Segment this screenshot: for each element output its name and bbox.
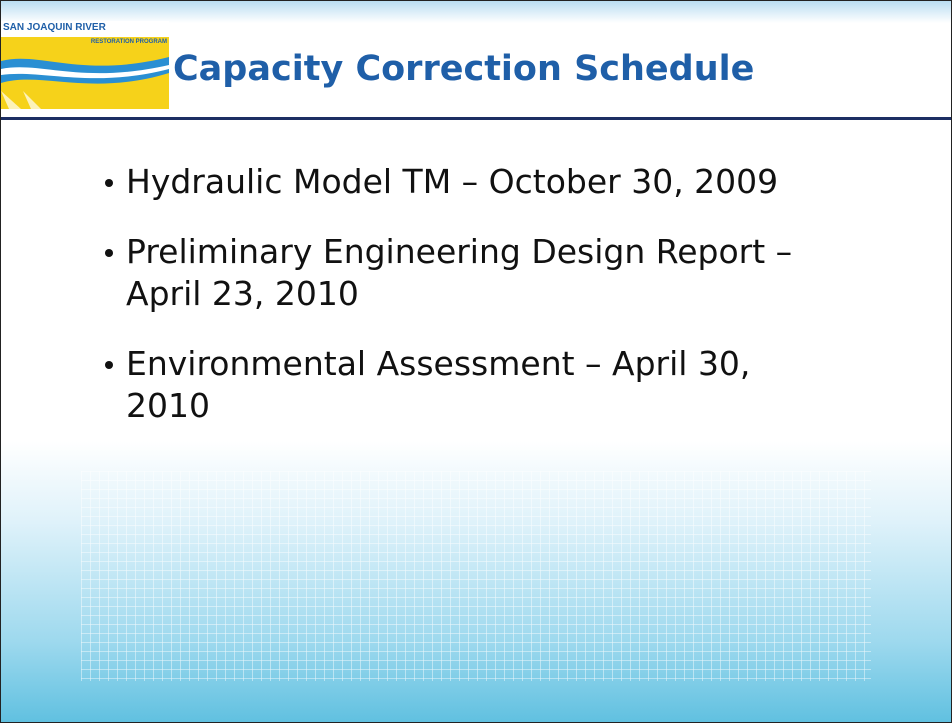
logo-name: SAN JOAQUIN RIVER <box>3 22 107 33</box>
bullet-item: Environmental Assessment – April 30, 201… <box>126 343 838 427</box>
bullet-text: Environmental Assessment – April 30, 201… <box>126 344 750 425</box>
bullet-item: Hydraulic Model TM – October 30, 2009 <box>126 161 838 203</box>
slide: SAN JOAQUIN RIVER RESTORATION PROGRAM Ca… <box>0 0 952 723</box>
bullet-list: Hydraulic Model TM – October 30, 2009 Pre… <box>126 161 838 455</box>
bullet-dot <box>105 249 113 257</box>
bullet-dot <box>105 179 113 187</box>
bullet-text: Preliminary Engineering Design Report – … <box>126 232 792 313</box>
title-rule <box>1 117 951 120</box>
bullet-dot <box>105 361 113 369</box>
logo: SAN JOAQUIN RIVER RESTORATION PROGRAM <box>1 21 169 109</box>
bullet-text: Hydraulic Model TM – October 30, 2009 <box>126 162 778 201</box>
bullet-item: Preliminary Engineering Design Report – … <box>126 231 838 315</box>
slide-title: Capacity Correction Schedule <box>173 49 754 89</box>
logo-subtitle: RESTORATION PROGRAM <box>91 39 167 45</box>
background-grid <box>81 471 871 681</box>
